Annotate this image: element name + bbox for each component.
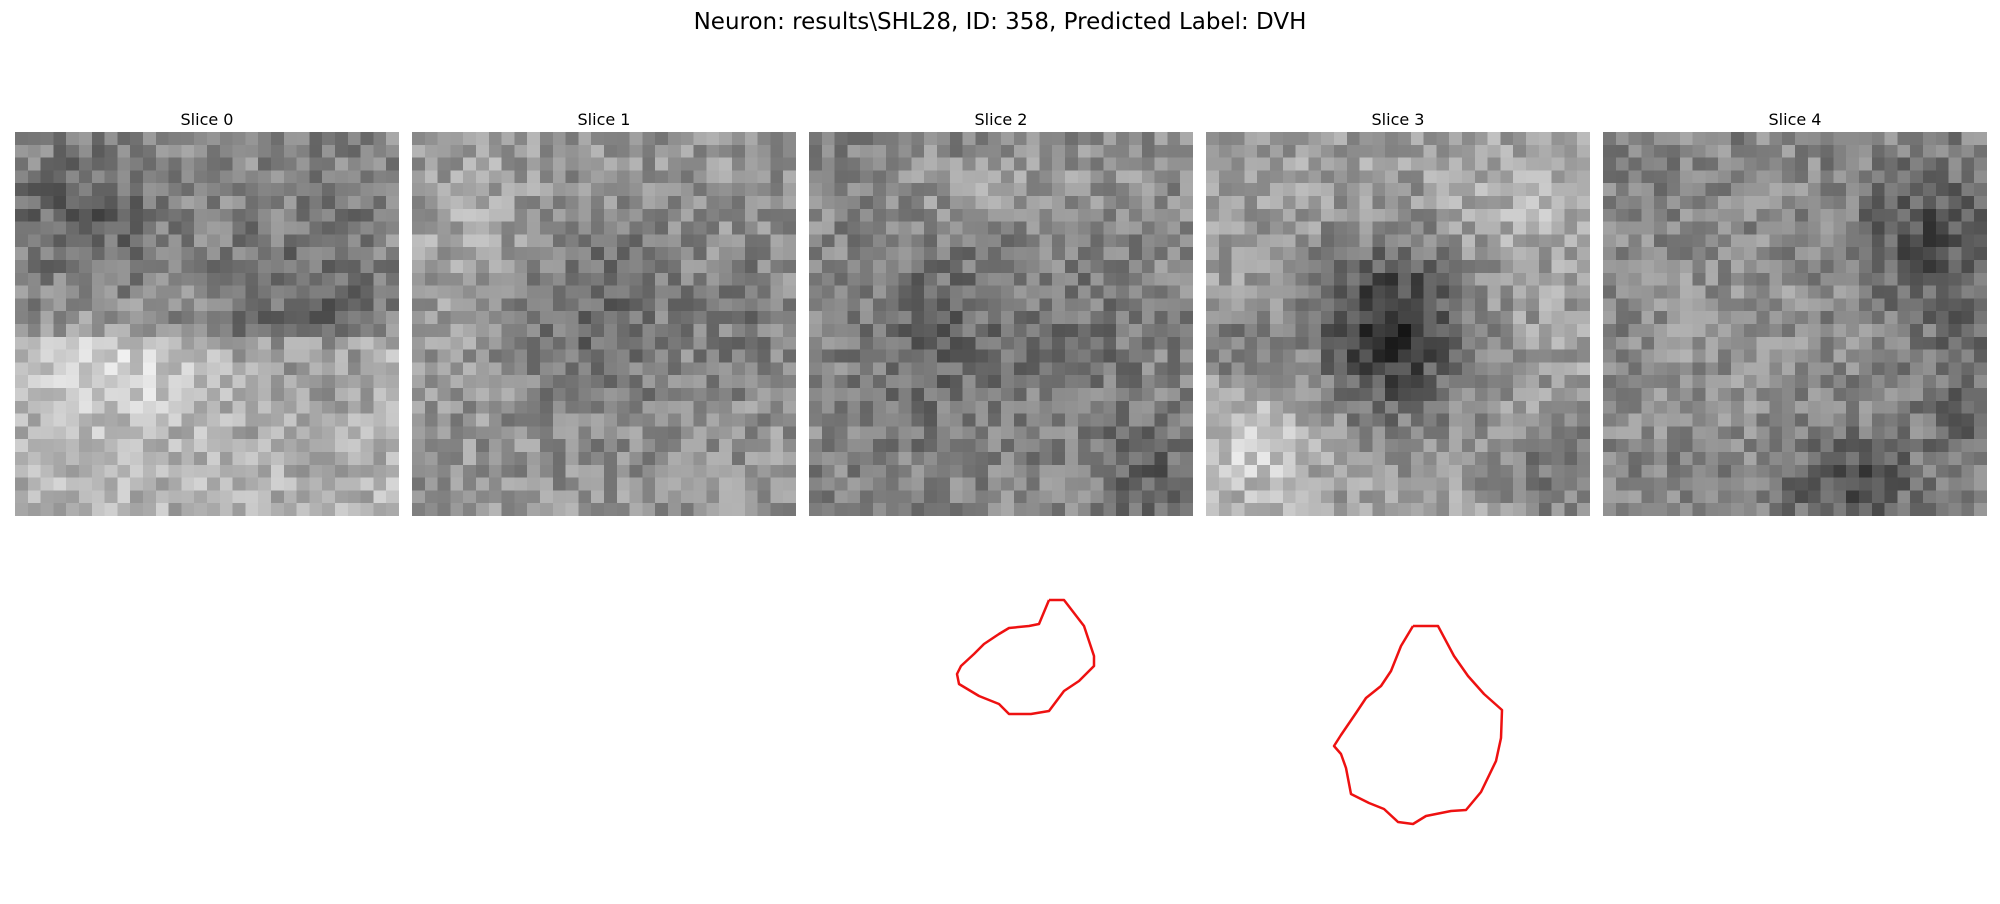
slice-2-title: Slice 2 — [974, 110, 1028, 129]
slice-3-panel: Slice 3 — [1206, 108, 1590, 904]
slice-0-image — [15, 132, 399, 516]
slice-4-panel: Slice 4 — [1603, 108, 1987, 516]
slice-3-image — [1206, 132, 1590, 516]
slice-0-title: Slice 0 — [180, 110, 234, 129]
slice-4-image — [1603, 132, 1987, 516]
slice-1-title: Slice 1 — [577, 110, 631, 129]
slice-2-panel: Slice 2 — [809, 108, 1193, 904]
slice-0-panel: Slice 0 — [15, 108, 399, 516]
slice-1-image — [412, 132, 796, 516]
slice-2-roi-contour — [955, 598, 1096, 716]
slice-2-image — [809, 132, 1193, 516]
figure-title: Neuron: results\SHL28, ID: 358, Predicte… — [693, 9, 1307, 35]
slice-3-title: Slice 3 — [1371, 110, 1425, 129]
slice-1-panel: Slice 1 — [412, 108, 796, 516]
slice-4-title: Slice 4 — [1768, 110, 1822, 129]
slice-3-roi-contour — [1332, 624, 1504, 826]
